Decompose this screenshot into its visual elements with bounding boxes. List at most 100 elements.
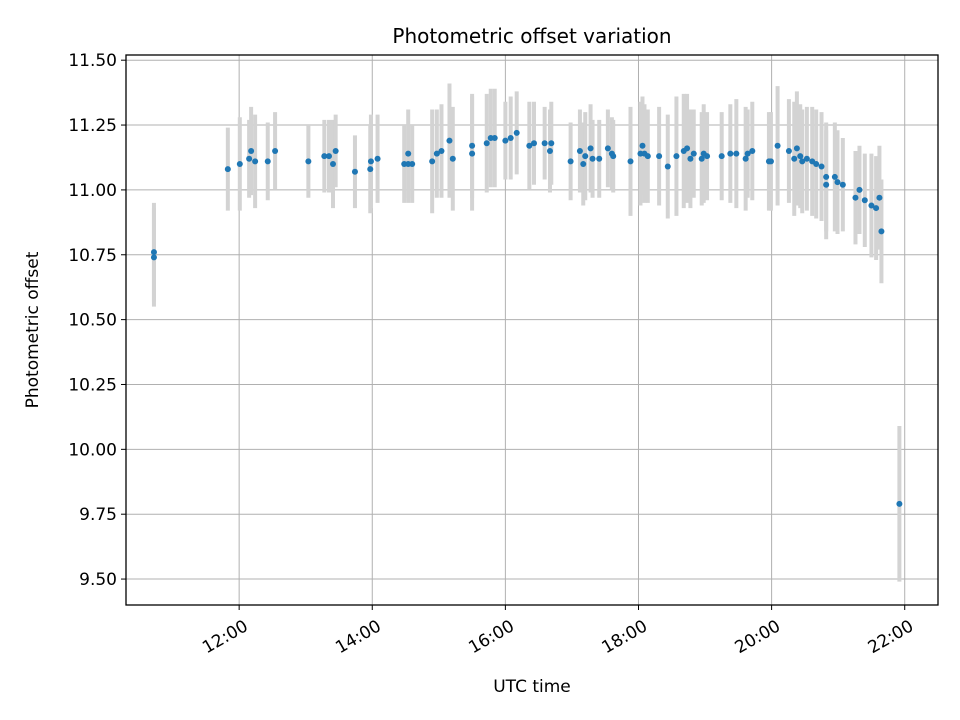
data-point — [449, 155, 456, 162]
data-point — [610, 153, 617, 160]
data-point — [469, 150, 476, 157]
data-point — [409, 160, 416, 167]
data-point — [823, 173, 830, 180]
data-point — [321, 153, 328, 160]
y-tick-label: 10.50 — [68, 311, 117, 331]
data-point — [224, 166, 231, 173]
data-point — [491, 135, 498, 142]
data-point — [248, 147, 255, 154]
data-point — [698, 155, 705, 162]
data-point — [878, 228, 885, 235]
data-point — [541, 140, 548, 147]
data-point — [272, 147, 279, 154]
data-point — [236, 160, 243, 167]
data-point — [639, 142, 646, 149]
data-point — [351, 168, 358, 175]
data-point — [589, 155, 596, 162]
data-point — [567, 158, 574, 165]
data-point — [596, 155, 603, 162]
data-point — [405, 150, 412, 157]
data-point — [868, 202, 875, 209]
plot-frame — [125, 54, 939, 606]
data-point — [252, 158, 259, 165]
data-point — [673, 153, 680, 160]
chart-title: Photometric offset variation — [392, 24, 671, 48]
data-point — [582, 153, 589, 160]
data-point — [727, 150, 734, 157]
data-point — [469, 142, 476, 149]
data-point — [483, 140, 490, 147]
data-point — [684, 145, 691, 152]
data-point — [367, 158, 374, 165]
data-point — [749, 147, 756, 154]
data-point — [150, 254, 157, 261]
data-point — [438, 147, 445, 154]
data-point — [644, 153, 651, 160]
data-point — [329, 160, 336, 167]
data-point — [774, 142, 781, 149]
data-point — [876, 194, 883, 201]
data-point — [627, 158, 634, 165]
data-point — [367, 166, 374, 173]
data-point — [246, 155, 253, 162]
data-point — [718, 153, 725, 160]
data-point — [818, 163, 825, 170]
data-point — [839, 181, 846, 188]
data-point — [799, 158, 806, 165]
data-point — [433, 150, 440, 157]
data-point — [791, 155, 798, 162]
data-point — [546, 147, 553, 154]
data-point — [861, 197, 868, 204]
data-point — [526, 142, 533, 149]
data-point — [548, 140, 555, 147]
y-tick-label: 11.00 — [68, 181, 117, 201]
data-point — [785, 147, 792, 154]
data-point — [803, 155, 810, 162]
data-point — [742, 155, 749, 162]
data-point — [150, 249, 157, 256]
data-point — [374, 155, 381, 162]
data-point — [576, 147, 583, 154]
data-point — [580, 160, 587, 167]
data-point — [797, 153, 804, 160]
y-tick-label: 9.50 — [79, 570, 117, 590]
y-tick-label: 10.75 — [68, 246, 117, 266]
data-point — [326, 153, 332, 160]
data-point — [852, 194, 859, 201]
data-point — [446, 137, 453, 144]
data-point — [687, 155, 694, 162]
y-axis-label: Photometric offset — [23, 251, 43, 408]
data-point — [856, 186, 863, 193]
data-point — [704, 153, 711, 160]
data-point — [587, 145, 594, 152]
data-point — [744, 150, 751, 157]
data-point — [823, 181, 830, 188]
data-point — [656, 153, 663, 160]
data-point — [813, 160, 820, 167]
data-point — [530, 140, 537, 147]
data-point — [831, 173, 838, 180]
data-point — [664, 163, 671, 170]
data-points — [150, 129, 903, 507]
y-tick-label: 11.50 — [68, 51, 117, 71]
y-tick-label: 9.75 — [79, 505, 117, 525]
data-point — [507, 135, 514, 142]
y-tick-label: 10.25 — [68, 375, 117, 395]
data-point — [873, 205, 880, 212]
data-point — [793, 145, 800, 152]
data-point — [834, 179, 841, 186]
data-point — [690, 150, 697, 157]
data-point — [513, 129, 520, 136]
data-point — [429, 158, 436, 165]
data-point — [264, 158, 271, 165]
data-point — [767, 158, 774, 165]
data-point — [502, 137, 509, 144]
data-point — [332, 147, 339, 154]
data-point — [733, 150, 740, 157]
y-tick-label: 11.25 — [68, 116, 117, 136]
y-tick-label: 10.00 — [68, 440, 117, 460]
data-point — [896, 500, 903, 507]
x-axis-label: UTC time — [493, 677, 571, 697]
